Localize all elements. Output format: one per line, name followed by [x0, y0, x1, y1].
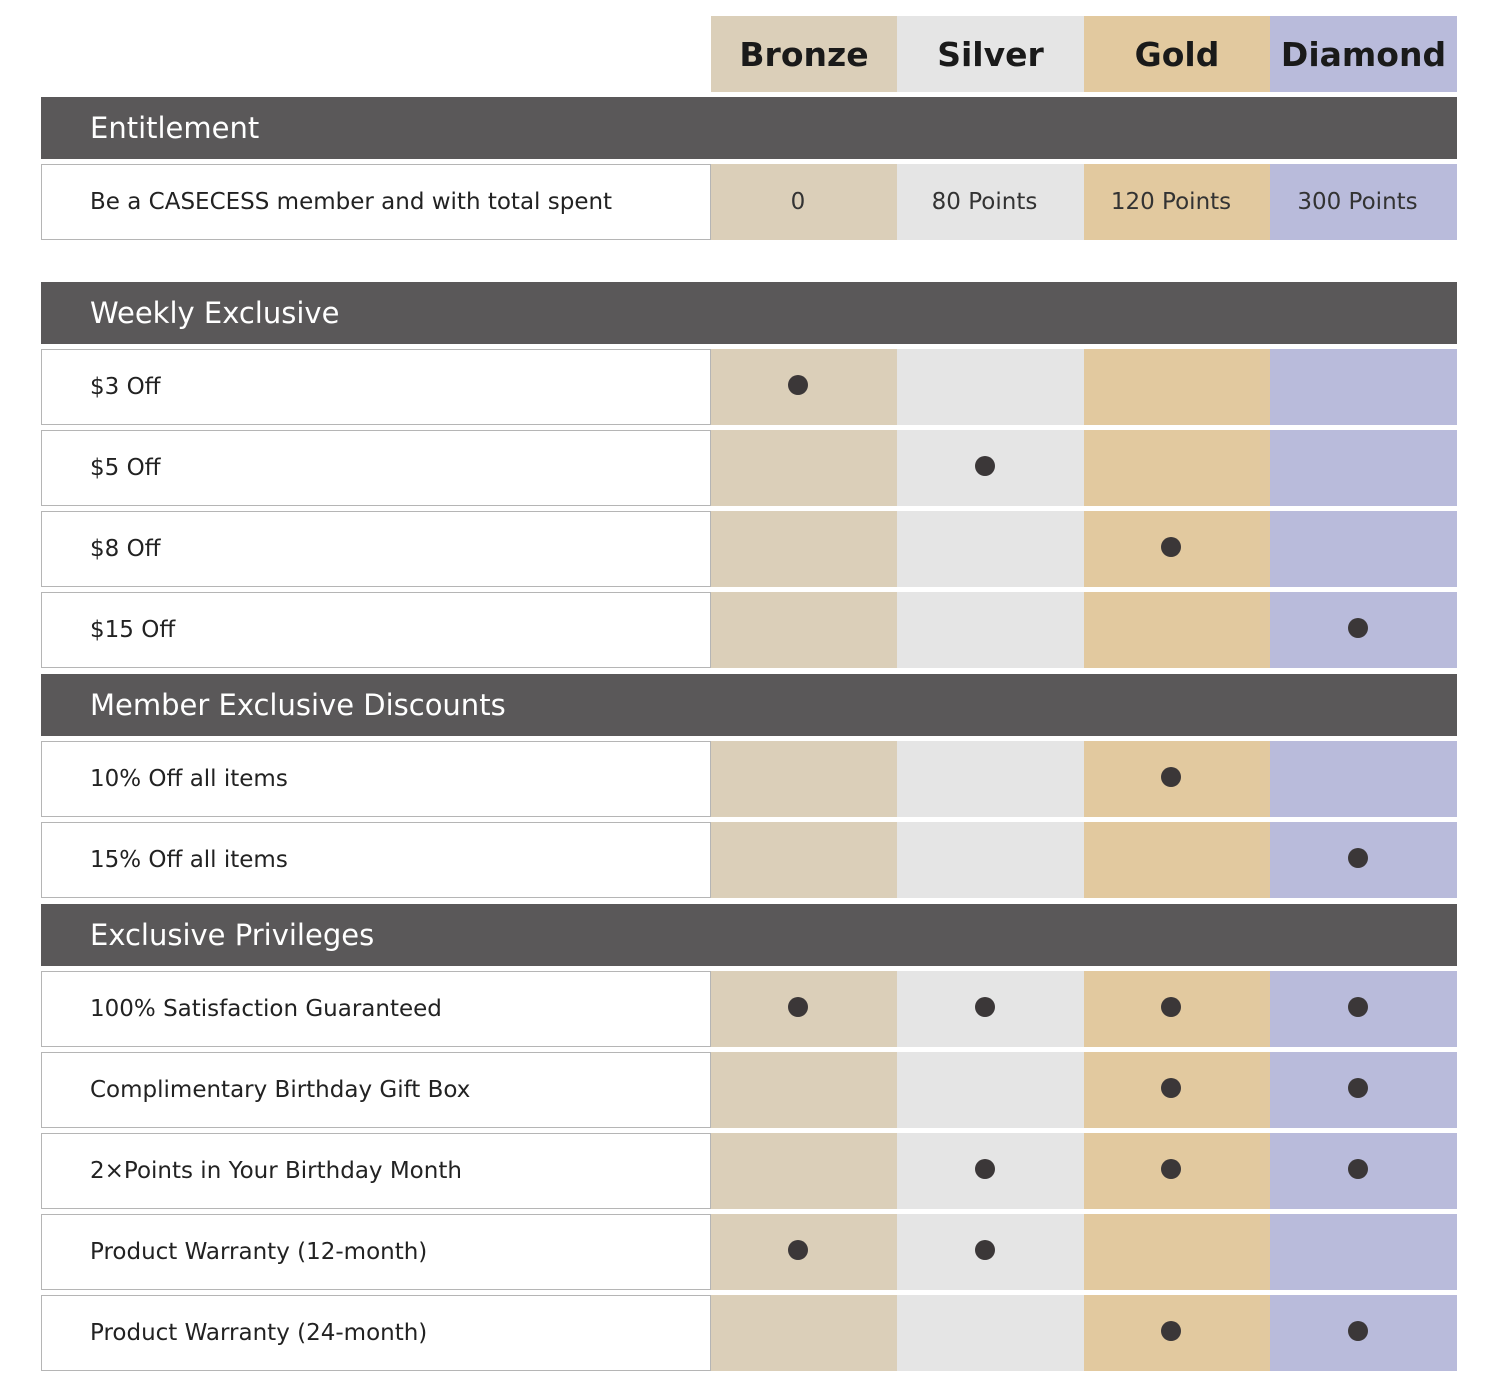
tier-cell: [1084, 349, 1270, 425]
section-header: Entitlement: [41, 97, 1457, 159]
check-dot: [1347, 1159, 1368, 1179]
tier-cell: [897, 1295, 1084, 1371]
tier-cell: [711, 822, 897, 898]
tier-cell: [711, 592, 897, 668]
tier-cell: [897, 741, 1084, 817]
section-header: Exclusive Privileges: [41, 904, 1457, 966]
row-label: Complimentary Birthday Gift Box: [41, 1052, 711, 1128]
row-label: 15% Off all items: [41, 822, 711, 898]
tier-cell: [1270, 741, 1457, 817]
tier-cell: [1084, 511, 1270, 587]
tier-cell: [1270, 971, 1457, 1047]
check-dot: [1347, 618, 1368, 638]
tier-header: Silver: [897, 16, 1084, 92]
tier-cell: [711, 741, 897, 817]
tier-cell: [1270, 430, 1457, 506]
check-dot: [788, 375, 808, 395]
tier-cell: [1084, 971, 1270, 1047]
tier-cell: [1084, 1295, 1270, 1371]
tier-cell: [897, 971, 1084, 1047]
tier-cell: [1084, 1214, 1270, 1290]
tier-cell: [1084, 1133, 1270, 1209]
row-label: 2×Points in Your Birthday Month: [41, 1133, 711, 1209]
tier-cell: 0: [711, 164, 897, 240]
section-header: Weekly Exclusive: [41, 282, 1457, 344]
check-dot: [1161, 767, 1181, 787]
tier-cell: [711, 511, 897, 587]
check-dot: [974, 997, 995, 1017]
tier-cell: [1270, 1295, 1457, 1371]
tier-cell: [711, 430, 897, 506]
tier-cell: [1084, 822, 1270, 898]
section-header: Member Exclusive Discounts: [41, 674, 1457, 736]
row-label: $3 Off: [41, 349, 711, 425]
row-label: 100% Satisfaction Guaranteed: [41, 971, 711, 1047]
tier-cell: 300 Points: [1270, 164, 1457, 240]
tier-cell: [897, 822, 1084, 898]
tier-cell: [711, 1214, 897, 1290]
tier-cell: [1084, 592, 1270, 668]
tier-cell: [897, 1052, 1084, 1128]
tier-cell: [897, 430, 1084, 506]
row-label: Product Warranty (24-month): [41, 1295, 711, 1371]
tier-header: Bronze: [711, 16, 897, 92]
tier-header: Gold: [1084, 16, 1270, 92]
tier-cell: [1270, 349, 1457, 425]
tier-cell: [897, 1214, 1084, 1290]
tier-header: Diamond: [1270, 16, 1457, 92]
check-dot: [1161, 537, 1181, 557]
row-label: Be a CASECESS member and with total spen…: [41, 164, 711, 240]
check-dot: [1347, 848, 1368, 868]
tier-cell: [897, 1133, 1084, 1209]
tier-cell: [1270, 822, 1457, 898]
tier-cell: 80 Points: [897, 164, 1084, 240]
tier-cell: [897, 592, 1084, 668]
check-dot: [974, 1159, 995, 1179]
check-dot: [788, 997, 808, 1017]
tier-cell: [711, 349, 897, 425]
tier-cell: [711, 971, 897, 1047]
check-dot: [1161, 1078, 1181, 1098]
tier-cell: [1084, 430, 1270, 506]
check-dot: [788, 1240, 808, 1260]
tier-cell: [1270, 592, 1457, 668]
row-label: $8 Off: [41, 511, 711, 587]
tier-cell: [1270, 1214, 1457, 1290]
check-dot: [1161, 1159, 1181, 1179]
check-dot: [1347, 1321, 1368, 1341]
tier-cell: [711, 1295, 897, 1371]
row-label: $15 Off: [41, 592, 711, 668]
tier-cell: [711, 1133, 897, 1209]
tier-cell: [1270, 511, 1457, 587]
row-label: $5 Off: [41, 430, 711, 506]
check-dot: [1347, 997, 1368, 1017]
check-dot: [974, 456, 995, 476]
tier-cell: [897, 511, 1084, 587]
tier-cell: [1084, 741, 1270, 817]
tier-cell: [1270, 1133, 1457, 1209]
check-dot: [1161, 997, 1181, 1017]
tier-cell: [1270, 1052, 1457, 1128]
tier-cell: [897, 349, 1084, 425]
tier-cell: [1084, 1052, 1270, 1128]
row-label: Product Warranty (12-month): [41, 1214, 711, 1290]
check-dot: [1161, 1321, 1181, 1341]
tier-cell: [711, 1052, 897, 1128]
tier-cell: 120 Points: [1084, 164, 1270, 240]
row-label: 10% Off all items: [41, 741, 711, 817]
check-dot: [974, 1240, 995, 1260]
check-dot: [1347, 1078, 1368, 1098]
